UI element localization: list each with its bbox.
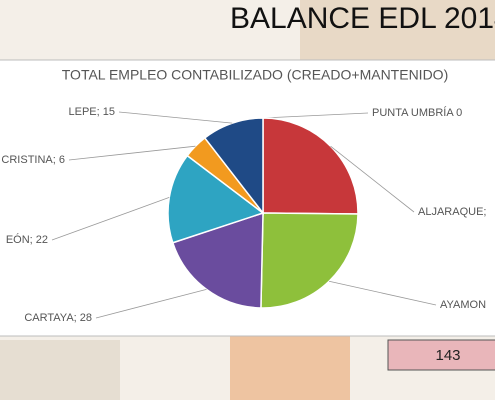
- leader-line: [51, 197, 170, 241]
- data-label: PUNTA UMBRÍA 0: [372, 106, 462, 119]
- photo-patch: [230, 330, 350, 400]
- data-label: LEPE; 15: [69, 106, 115, 118]
- photo-patch: [300, 0, 495, 60]
- pie-slice: [260, 212, 359, 309]
- leader-line: [95, 288, 207, 319]
- data-label: CRISTINA; 6: [1, 154, 65, 166]
- data-label: CARTAYA; 28: [24, 312, 92, 324]
- photo-patch: [0, 340, 120, 400]
- page-title: BALANCE EDL 2014-: [230, 2, 495, 35]
- data-label: AYAMON: [440, 299, 486, 311]
- chart-title: TOTAL EMPLEO CONTABILIZADO (CREADO+MANTE…: [62, 67, 448, 83]
- leader-line: [328, 280, 437, 306]
- leader-line: [68, 145, 196, 161]
- leader-line: [262, 112, 369, 119]
- total-value: 143: [435, 347, 460, 364]
- pie-slice: [262, 117, 359, 215]
- leader-line: [118, 111, 233, 124]
- data-label: EÓN; 22: [6, 233, 48, 246]
- total-box: [387, 339, 495, 371]
- leader-line: [330, 145, 415, 213]
- data-label: ALJARAQUE;: [418, 206, 486, 218]
- pie-slice: [171, 211, 264, 309]
